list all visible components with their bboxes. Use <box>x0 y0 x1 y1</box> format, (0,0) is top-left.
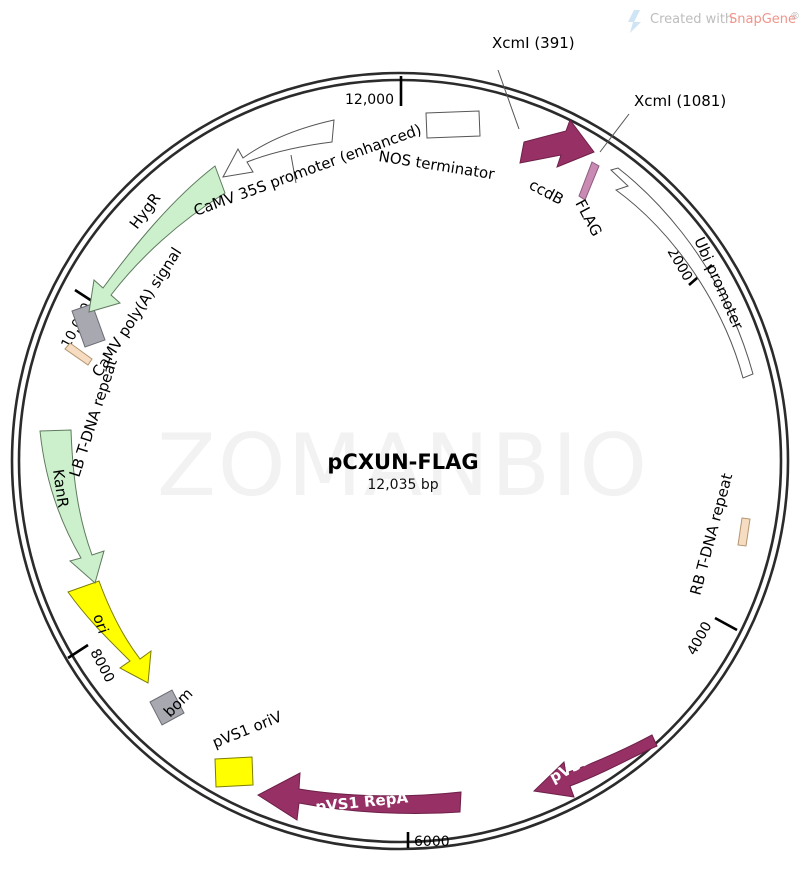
plasmid-name-label: pCXUN-FLAG <box>327 450 478 474</box>
feature-flag-label: FLAG <box>571 196 605 239</box>
feature-lb-tdna-repeat-marker <box>64 342 93 366</box>
feature-nos-terminator-label: NOS terminator <box>377 147 496 183</box>
feature-camv-35s-promoter[interactable]: CaMV 35S promoter (enhanced) <box>191 119 424 220</box>
feature-rb-tdna-repeat[interactable]: RB T-DNA repeat <box>686 471 751 597</box>
snapgene-trademark: ® <box>790 11 800 22</box>
feature-pvs1-repa[interactable]: pVS1 RepA <box>257 772 462 821</box>
restriction-site-xcmi-391[interactable]: XcmI (391) <box>492 34 575 130</box>
feature-kanr-arrow <box>39 429 105 584</box>
feature-rb-tdna-repeat-label: RB T-DNA repeat <box>686 471 736 597</box>
feature-ori[interactable]: ori <box>67 580 152 684</box>
feature-pvs1-oriv-label: pVS1 oriV <box>210 707 285 751</box>
feature-flag-marker <box>578 161 600 201</box>
axis-tick-label-4000: 4000 <box>684 619 715 658</box>
zomanbio-watermark: ZOMANBIO <box>157 416 649 516</box>
snapgene-logo-icon <box>628 10 641 33</box>
created-with-label: Created with <box>650 12 733 27</box>
feature-ccdb-label: ccdB <box>526 176 567 209</box>
feature-kanr[interactable]: KanR <box>39 429 105 584</box>
feature-hygr-arrow <box>88 165 226 313</box>
feature-nos-terminator-box <box>425 110 481 139</box>
feature-ubi-promoter-arrow <box>610 167 754 379</box>
feature-bom-box <box>149 689 185 726</box>
feature-pvs1-repa-arrow <box>257 772 462 821</box>
feature-pvs1-oriv-box <box>214 756 254 788</box>
feature-ccdb-arrow <box>519 118 595 168</box>
axis-tick-label-12000: 12,000 <box>345 92 394 108</box>
feature-pvs1-staa-arrow <box>532 734 658 798</box>
feature-rb-tdna-repeat-marker <box>737 517 751 547</box>
restriction-site-label-xcmi-1081: XcmI (1081) <box>634 92 726 110</box>
axis-tick-6000: 6000 <box>406 832 450 850</box>
restriction-site-xcmi-1081[interactable]: XcmI (1081) <box>599 92 726 153</box>
feature-bom[interactable]: bom <box>149 685 196 726</box>
snapgene-branding: Created with SnapGene ® <box>628 10 800 33</box>
feature-camv-polya-signal-box <box>71 303 106 348</box>
axis-tick-label-8000: 8000 <box>86 646 117 685</box>
feature-camv-35s-promoter-arrow <box>222 119 335 178</box>
axis-tick-12000: 12,000 <box>345 76 403 108</box>
snapgene-brand-label: SnapGene <box>729 12 796 27</box>
feature-ori-label: ori <box>89 612 112 636</box>
feature-kanr-label: KanR <box>49 468 72 509</box>
feature-flag[interactable]: FLAG <box>571 161 606 239</box>
plasmid-size-label: 12,035 bp <box>367 477 438 493</box>
feature-ubi-promoter-label: Ubi promoter <box>690 234 747 333</box>
axis-tick-8000: 8000 <box>67 643 117 685</box>
axis-tick-label-6000: 6000 <box>414 834 450 850</box>
feature-ori-arrow <box>67 580 152 684</box>
restriction-site-label-xcmi-391: XcmI (391) <box>492 34 575 52</box>
feature-pvs1-oriv[interactable]: pVS1 oriV <box>210 707 285 788</box>
